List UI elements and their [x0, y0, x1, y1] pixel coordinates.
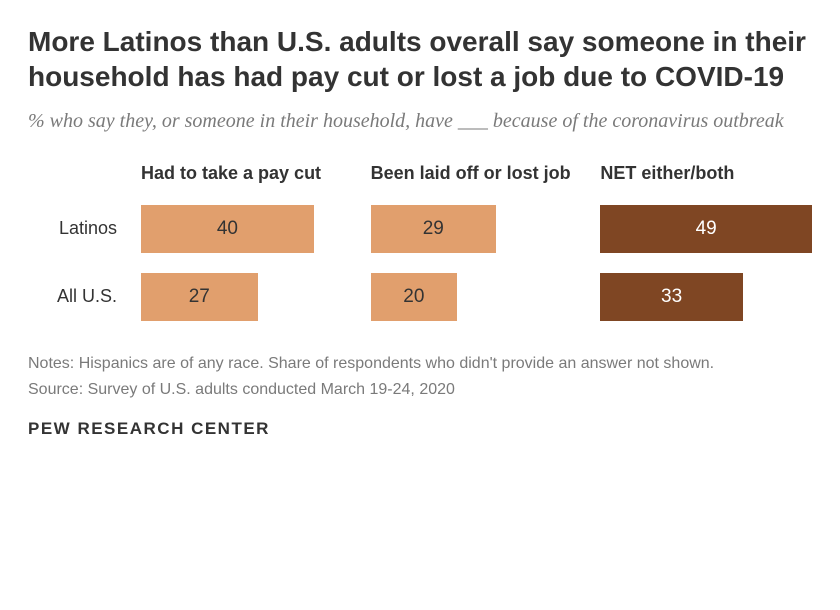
chart-subtitle: % who say they, or someone in their hous… [28, 108, 812, 135]
chart-notes: Notes: Hispanics are of any race. Share … [28, 353, 812, 375]
bar-cell: 49 [600, 199, 812, 259]
bar-allus-paycut: 27 [141, 273, 258, 321]
bar-allus-net: 33 [600, 273, 743, 321]
bar-cell: 40 [141, 199, 353, 259]
bar-latinos-net: 49 [600, 205, 812, 253]
col-header-laidoff: Been laid off or lost job [371, 163, 583, 199]
row-gap [371, 259, 583, 267]
col-header-paycut: Had to take a pay cut [141, 163, 353, 199]
bar-allus-laidoff: 20 [371, 273, 457, 321]
bar-cell: 20 [371, 267, 583, 327]
col-header-net: NET either/both [600, 163, 812, 199]
bar-cell: 27 [141, 267, 353, 327]
row-gap [600, 259, 812, 267]
bar-cell: 33 [600, 267, 812, 327]
chart-source: Source: Survey of U.S. adults conducted … [28, 379, 812, 401]
bar-latinos-paycut: 40 [141, 205, 314, 253]
row-gap [28, 259, 123, 267]
row-label-latinos: Latinos [28, 199, 123, 259]
chart-title: More Latinos than U.S. adults overall sa… [28, 24, 812, 94]
bar-latinos-laidoff: 29 [371, 205, 496, 253]
row-gap [141, 259, 353, 267]
row-label-allus: All U.S. [28, 267, 123, 327]
bar-cell: 29 [371, 199, 583, 259]
chart-footer: PEW RESEARCH CENTER [28, 419, 812, 439]
header-spacer [28, 163, 123, 199]
chart-grid: Had to take a pay cut Been laid off or l… [28, 163, 812, 327]
